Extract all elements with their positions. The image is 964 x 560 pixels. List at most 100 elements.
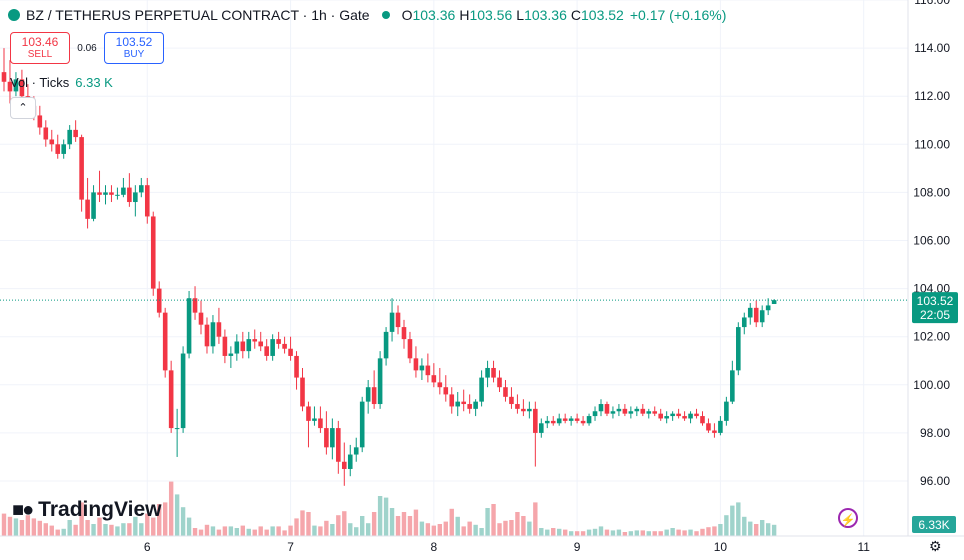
volume-bar bbox=[562, 529, 568, 536]
candle bbox=[485, 360, 490, 388]
volume-bar bbox=[485, 508, 490, 536]
volume-bar bbox=[557, 528, 562, 536]
volume-legend-value: 6.33 K bbox=[75, 75, 113, 90]
sell-price: 103.46 bbox=[21, 35, 59, 49]
volume-bar bbox=[13, 518, 19, 536]
volume-bar bbox=[449, 508, 454, 536]
volume-bar bbox=[240, 525, 245, 536]
candle bbox=[461, 389, 466, 412]
candle bbox=[580, 416, 586, 426]
volume-bar bbox=[736, 502, 741, 536]
candle bbox=[270, 334, 275, 361]
volume-bar bbox=[431, 525, 437, 536]
candle bbox=[383, 327, 389, 366]
candle bbox=[371, 370, 377, 409]
volume-bar bbox=[539, 528, 544, 536]
x-tick-label: 11 bbox=[857, 540, 870, 554]
lightning-icon[interactable]: ⚡ bbox=[838, 508, 858, 528]
spread-value: 0.06 bbox=[77, 42, 97, 54]
volume-bar bbox=[139, 523, 144, 536]
candle bbox=[127, 173, 132, 207]
candlesticks bbox=[1, 48, 777, 486]
candle bbox=[192, 286, 198, 320]
y-tick-label: 96.00 bbox=[920, 474, 950, 488]
candle bbox=[204, 317, 210, 354]
time-axis[interactable]: 6 7 8 9 10 11 bbox=[0, 535, 964, 554]
gear-icon[interactable]: ⚙ bbox=[929, 538, 942, 554]
candle bbox=[431, 363, 437, 388]
buy-label: BUY bbox=[123, 49, 145, 60]
volume-bar bbox=[586, 529, 592, 536]
candle bbox=[491, 360, 496, 383]
volume-bar bbox=[354, 527, 359, 536]
volume-bar bbox=[712, 526, 717, 536]
y-tick-label: 104.00 bbox=[913, 282, 950, 296]
candle bbox=[515, 394, 520, 414]
candle bbox=[765, 298, 771, 316]
volume-bar bbox=[455, 516, 460, 536]
candle bbox=[730, 360, 735, 405]
volume-bar bbox=[676, 529, 681, 536]
price-axis[interactable]: 96.00 98.00 100.00 102.00 104.00 106.00 108.00… bbox=[907, 0, 950, 536]
candle bbox=[109, 185, 114, 203]
volume-bar bbox=[545, 529, 550, 536]
volume-bar bbox=[604, 529, 610, 536]
volume-bar bbox=[598, 526, 604, 536]
volume-bar bbox=[527, 521, 532, 536]
candle bbox=[347, 444, 353, 477]
volume-bar bbox=[748, 521, 753, 536]
tradingview-mark-icon: ■● bbox=[12, 498, 34, 521]
candle bbox=[359, 396, 365, 453]
volume-bar bbox=[246, 528, 251, 536]
ohlc-open-label: O bbox=[401, 7, 413, 23]
volume-bar bbox=[759, 520, 765, 536]
y-tick-label: 112.00 bbox=[914, 89, 950, 103]
volume-bar bbox=[198, 529, 204, 536]
candle bbox=[473, 399, 478, 417]
candle-countdown: 22:05 bbox=[920, 308, 950, 322]
volume-bar bbox=[515, 512, 520, 536]
volume-bars bbox=[1, 481, 777, 536]
collapse-legend-button[interactable]: ⌃ bbox=[10, 97, 36, 119]
volume-bar bbox=[395, 516, 401, 536]
candle bbox=[449, 387, 455, 414]
volume-bar bbox=[568, 531, 574, 536]
buy-button[interactable]: 103.52 BUY bbox=[104, 32, 164, 64]
candle bbox=[592, 406, 598, 421]
volume-bar bbox=[706, 527, 711, 536]
volume-legend-label: Vol · Ticks bbox=[10, 75, 70, 90]
volume-bar bbox=[443, 521, 448, 536]
volume-bar bbox=[640, 530, 645, 536]
candle bbox=[741, 312, 747, 335]
candle bbox=[121, 177, 126, 198]
candle bbox=[509, 387, 514, 409]
candle bbox=[144, 177, 150, 224]
tradingview-logo[interactable]: ■● TradingView bbox=[12, 498, 162, 522]
volume-bar bbox=[49, 525, 54, 536]
chart-grid bbox=[0, 0, 908, 536]
candle bbox=[258, 331, 264, 352]
candle bbox=[37, 105, 43, 135]
candle bbox=[694, 408, 699, 419]
symbol-title[interactable]: BZ / TETHERUS PERPETUAL CONTRACT · 1h · … bbox=[26, 7, 370, 23]
candle bbox=[455, 392, 461, 417]
candle bbox=[306, 401, 311, 448]
volume-legend[interactable]: Vol · Ticks 6.33 K bbox=[10, 75, 113, 90]
volume-bar bbox=[628, 531, 634, 536]
volume-bar bbox=[742, 516, 747, 536]
symbol-icon[interactable] bbox=[8, 9, 20, 21]
volume-bar bbox=[497, 523, 502, 536]
volume-bar bbox=[401, 512, 407, 536]
candle bbox=[437, 367, 443, 395]
candle bbox=[712, 423, 717, 438]
candle bbox=[294, 351, 299, 390]
volume-bar bbox=[503, 520, 508, 536]
candle bbox=[419, 358, 425, 380]
sell-button[interactable]: 103.46 SELL bbox=[10, 32, 70, 64]
ohlc-low-label: L bbox=[516, 7, 525, 23]
candle bbox=[550, 416, 556, 426]
volume-bar bbox=[718, 524, 723, 536]
volume-bar bbox=[694, 531, 699, 536]
candle bbox=[103, 185, 108, 205]
